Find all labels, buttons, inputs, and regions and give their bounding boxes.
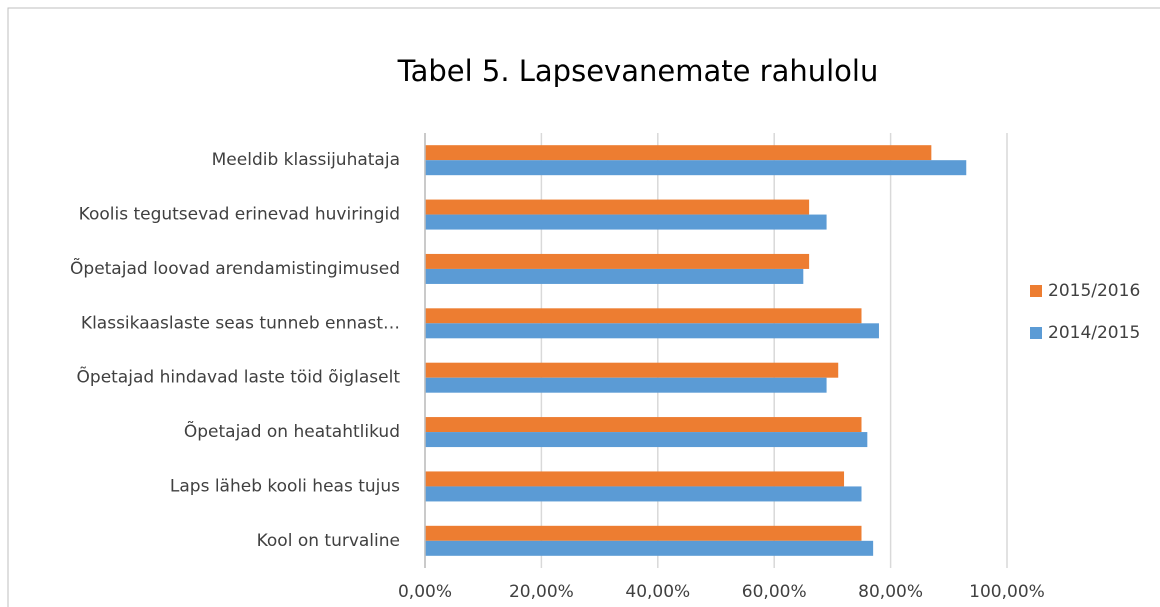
bar <box>425 268 804 284</box>
y-tick-label: Meeldib klassijuhataja <box>212 150 400 170</box>
x-tick-label: 80,00% <box>858 582 923 602</box>
bar <box>425 417 862 433</box>
y-tick-label: Õpetajad hindavad laste töid õiglaselt <box>77 366 401 388</box>
y-tick-label: Koolis tegutsevad erinevad huviringid <box>79 205 400 225</box>
y-tick-label: Õpetajad loovad arendamistingimused <box>70 257 400 279</box>
y-tick-label: Klassikaaslaste seas tunneb ennast… <box>81 313 400 333</box>
chart-frame <box>7 7 1160 607</box>
bar <box>425 362 839 378</box>
legend-swatch <box>1030 327 1042 339</box>
y-tick-label: Õpetajad on heatahtlikud <box>184 420 400 442</box>
bar <box>425 145 932 161</box>
bar <box>425 160 967 176</box>
bar <box>425 214 827 230</box>
bar <box>425 377 827 393</box>
bar <box>425 525 862 541</box>
x-tick-label: 40,00% <box>625 582 690 602</box>
bar <box>425 308 862 324</box>
bar <box>425 471 845 487</box>
legend-label: 2015/2016 <box>1048 281 1140 301</box>
legend-label: 2014/2015 <box>1048 323 1140 343</box>
x-tick-label: 0,00% <box>398 582 452 602</box>
y-tick-label: Kool on turvaline <box>257 531 400 551</box>
legend-swatch <box>1030 285 1042 297</box>
bar <box>425 323 879 339</box>
y-tick-label: Laps läheb kooli heas tujus <box>170 476 400 496</box>
bar <box>425 432 868 448</box>
x-tick-label: 100,00% <box>969 582 1045 602</box>
x-tick-label: 20,00% <box>509 582 574 602</box>
bar <box>425 199 810 215</box>
bar <box>425 253 810 269</box>
bar <box>425 486 862 502</box>
chart-title: Tabel 5. Lapsevanemate rahulolu <box>397 54 879 88</box>
x-tick-label: 60,00% <box>742 582 807 602</box>
bar <box>425 540 874 556</box>
